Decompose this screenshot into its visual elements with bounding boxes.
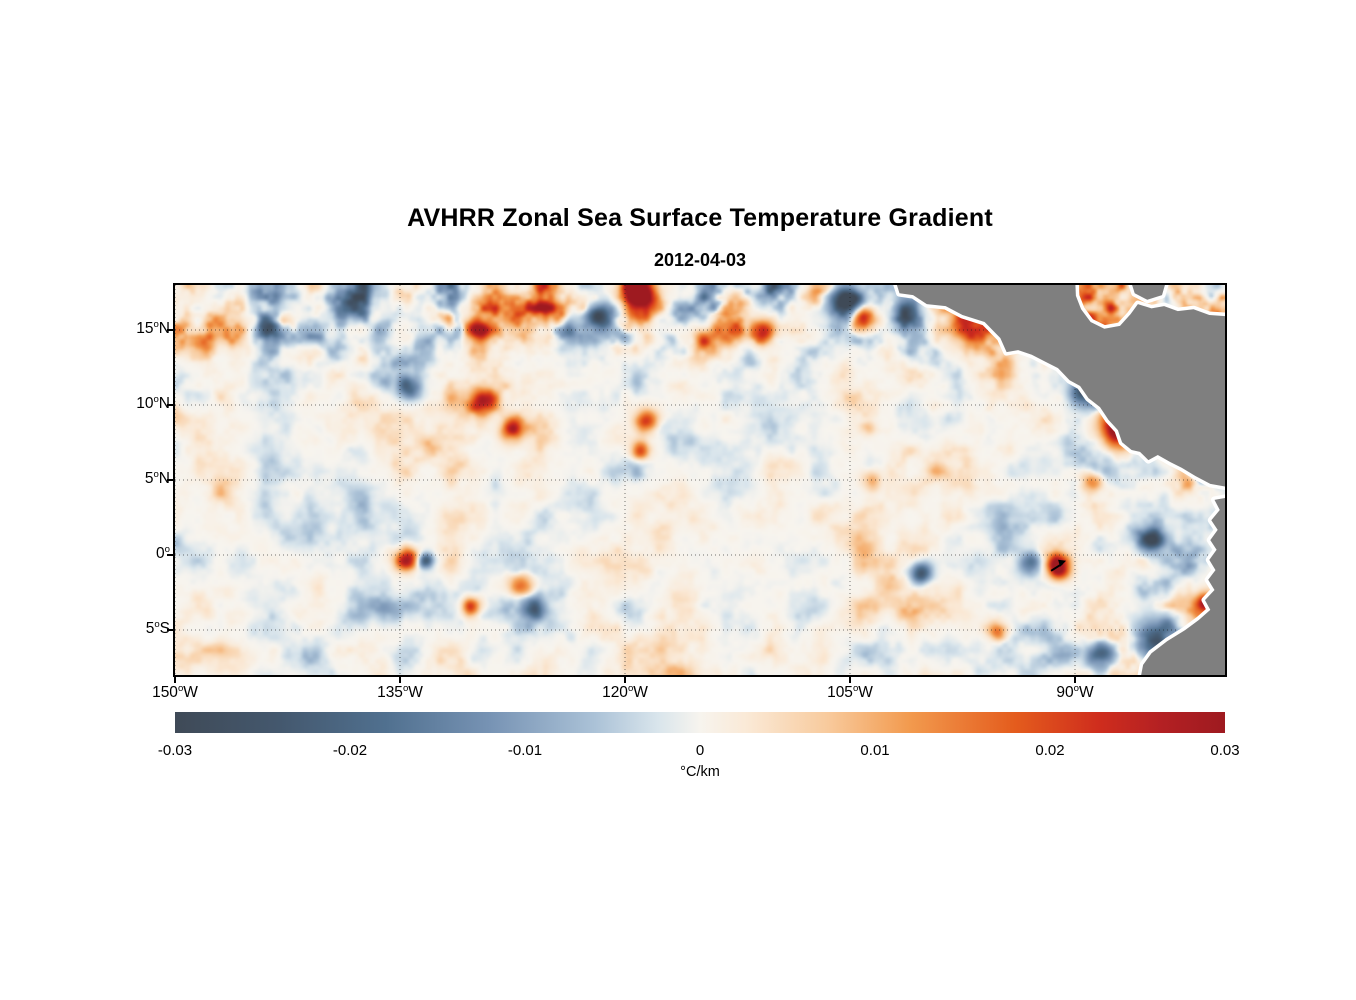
- colorbar-tick-label: 0: [695, 742, 705, 759]
- x-tick-label: 135oW: [377, 682, 423, 701]
- land-mass: [896, 285, 1225, 487]
- y-tick-mark: [167, 554, 173, 556]
- x-tick-mark: [624, 677, 626, 683]
- x-tick-mark: [174, 677, 176, 683]
- y-tick-label: 0o: [156, 543, 170, 562]
- y-tick-label: 5oS: [145, 618, 170, 637]
- x-tick-label: 90oW: [1056, 682, 1094, 701]
- land-mass: [1141, 497, 1225, 675]
- arrow-head: [1058, 559, 1067, 567]
- arrow-marker-icon: [1050, 559, 1067, 572]
- y-tick-label: 15oN: [136, 318, 170, 337]
- colorbar-unit-label: °C/km: [680, 764, 720, 780]
- x-tick-label: 105oW: [827, 682, 873, 701]
- chart-date: 2012-04-03: [653, 250, 747, 270]
- y-tick-label: 5oN: [144, 468, 170, 487]
- y-tick-mark: [167, 329, 173, 331]
- y-tick-mark: [167, 404, 173, 406]
- x-tick-label: 150oW: [152, 682, 198, 701]
- colorbar-tick-label: 0.01: [860, 742, 890, 759]
- map-overlay: [175, 285, 1225, 675]
- x-tick-mark: [849, 677, 851, 683]
- x-tick-mark: [399, 677, 401, 683]
- land-mass: [1132, 285, 1165, 300]
- x-tick-mark: [1074, 677, 1076, 683]
- colorbar-tick-label: 0.03: [1210, 742, 1240, 759]
- y-tick-label: 10oN: [136, 393, 170, 412]
- colorbar-tick-label: 0.02: [1035, 742, 1065, 759]
- y-tick-mark: [167, 479, 173, 481]
- x-tick-label: 120oW: [602, 682, 648, 701]
- chart-title: AVHRR Zonal Sea Surface Temperature Grad…: [407, 204, 993, 232]
- colorbar: [175, 712, 1225, 733]
- map-plot-area: [173, 283, 1227, 677]
- y-tick-mark: [167, 629, 173, 631]
- colorbar-tick-label: -0.01: [507, 742, 543, 759]
- colorbar-tick-label: -0.02: [332, 742, 368, 759]
- colorbar-tick-label: -0.03: [157, 742, 193, 759]
- coastline-halo: [893, 285, 1225, 491]
